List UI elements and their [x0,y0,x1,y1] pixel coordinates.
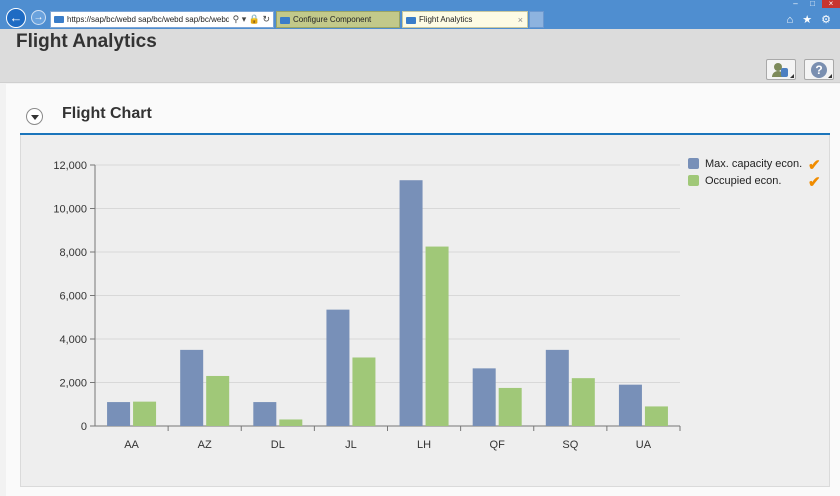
bar-occupied [133,401,157,426]
x-tick-label: AA [124,439,139,451]
sap-favicon-icon [406,17,416,24]
bar-max-capacity [545,349,569,426]
address-url: https://sap/bc/webd sap/bc/webd sap/bc/w… [67,15,229,24]
legend-swatch [688,175,699,186]
y-tick-label: 2,000 [59,378,87,390]
back-button[interactable]: ← [6,8,26,28]
bar-max-capacity [326,309,350,426]
window-minimize-button[interactable]: – [793,0,798,8]
bar-max-capacity [107,402,131,426]
dropdown-corner-icon [790,74,794,78]
y-tick-label: 6,000 [59,291,87,303]
arrow-right-icon: → [33,12,44,23]
dropdown-corner-icon [828,74,832,78]
bar-occupied [206,375,230,426]
legend-swatch [688,158,699,169]
bar-occupied [425,246,449,426]
legend-item-max-capacity[interactable]: Max. capacity econ. ✔ [688,157,828,174]
arrow-left-icon: ← [9,10,23,25]
bar-occupied [352,357,376,426]
legend-item-occupied[interactable]: Occupied econ. ✔ [688,174,828,191]
app-header: Flight Analytics ? [0,29,840,83]
y-tick-label: 0 [81,421,87,433]
window-maximize-button[interactable]: □ [810,0,815,8]
window-close-button[interactable]: × [822,0,840,8]
checkmark-icon[interactable]: ✔ [808,157,821,174]
y-tick-label: 12,000 [53,160,87,172]
help-icon: ? [811,62,827,78]
bar-max-capacity [399,180,423,426]
legend-label: Max. capacity econ. [705,158,803,170]
forward-button[interactable]: → [31,10,46,25]
browser-toolbar-icons[interactable]: ⌂ ★ ⚙ [786,14,834,26]
chart-legend: Max. capacity econ. ✔ Occupied econ. ✔ [688,157,828,191]
bar-occupied [498,387,522,426]
x-tick-label: UA [636,439,652,451]
bar-occupied [571,378,595,426]
tab-configure-component[interactable]: Configure Component [276,11,400,28]
chevron-down-icon [31,115,39,120]
bar-occupied [279,419,303,426]
panel-divider [20,133,830,135]
legend-label: Occupied econ. [705,175,782,187]
x-tick-label: SQ [562,439,578,451]
help-button[interactable]: ? [804,59,834,80]
y-tick-label: 8,000 [59,247,87,259]
bar-max-capacity [472,368,496,426]
chart-area [20,135,830,487]
tab-label: Flight Analytics [419,15,473,24]
y-tick-label: 4,000 [59,334,87,346]
panel-title: Flight Chart [62,105,152,122]
x-tick-label: LH [417,439,431,451]
personalization-button[interactable] [766,59,796,80]
x-tick-label: QF [490,439,506,451]
panel-collapse-button[interactable] [26,108,43,125]
bar-max-capacity [253,402,277,426]
bar-max-capacity [180,349,204,426]
sap-favicon-icon [280,17,290,24]
x-tick-label: DL [271,439,285,451]
sap-favicon-icon [54,16,64,23]
tab-close-icon[interactable]: × [517,15,523,25]
tab-flight-analytics[interactable]: Flight Analytics × [402,11,528,28]
bar-occupied [644,406,668,426]
x-tick-label: JL [345,439,357,451]
tab-label: Configure Component [293,15,372,24]
address-tools[interactable]: ⚲ ▾ 🔒 ↻ [232,14,270,24]
address-bar[interactable]: https://sap/bc/webd sap/bc/webd sap/bc/w… [50,11,274,28]
page-title: Flight Analytics [16,31,157,52]
y-tick-label: 10,000 [53,204,87,216]
x-tick-label: AZ [198,439,212,451]
checkmark-icon[interactable]: ✔ [808,174,821,191]
browser-chrome: ← → https://sap/bc/webd sap/bc/webd sap/… [0,0,840,29]
bar-max-capacity [618,384,642,426]
new-tab-button[interactable] [529,11,544,28]
